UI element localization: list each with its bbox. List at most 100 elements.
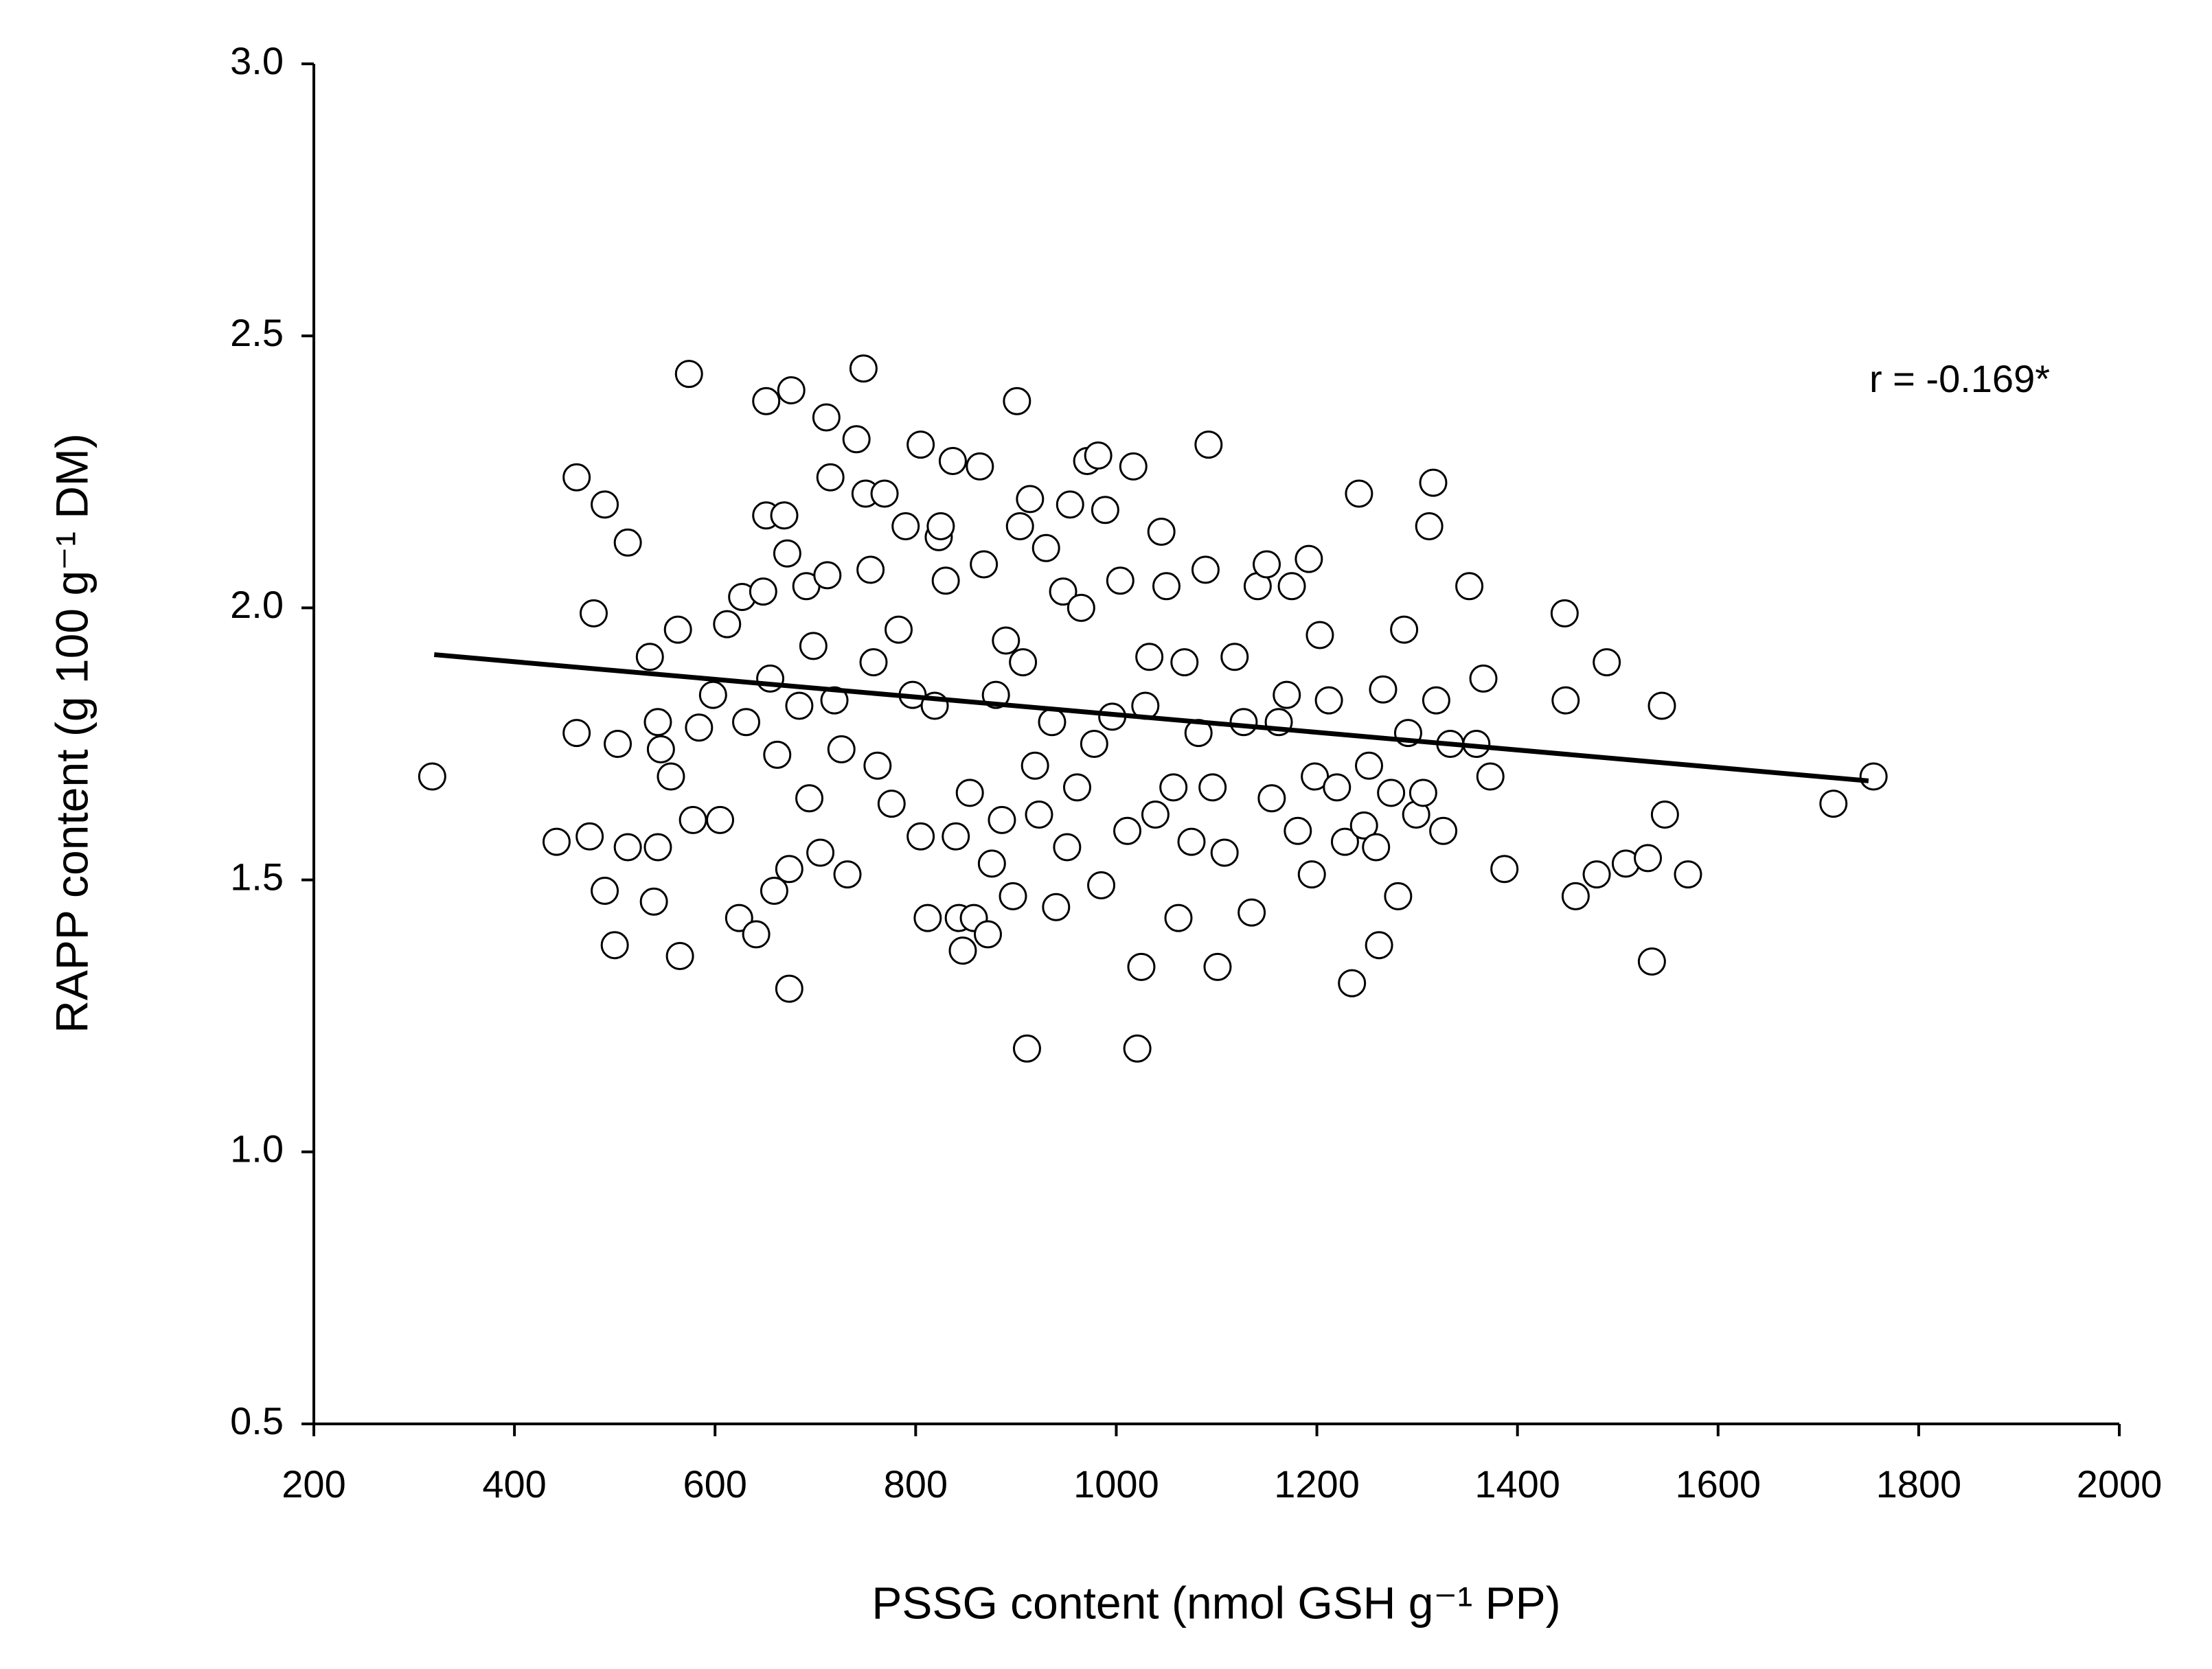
point (1159, 773, 1188, 802)
point (604, 730, 632, 758)
point (775, 855, 803, 884)
x-axis-label: PSSG content (nmol GSH g⁻¹ PP) (871, 1577, 1560, 1628)
point (639, 887, 668, 916)
y-axis-label: RAPP content (g 100 g⁻¹ DM) (46, 433, 97, 1033)
point (1210, 838, 1239, 867)
point (1016, 485, 1045, 514)
x-tick-label: 200 (282, 1462, 345, 1506)
point (785, 691, 814, 720)
point (1647, 691, 1676, 720)
point (698, 680, 727, 709)
point (863, 751, 892, 780)
point (1551, 686, 1580, 715)
y-tick-label: 2.0 (230, 583, 284, 626)
point (833, 860, 862, 889)
point (731, 708, 760, 737)
point (1490, 855, 1519, 884)
point (1674, 860, 1702, 889)
point (685, 713, 714, 742)
point (1349, 811, 1378, 840)
point (1012, 1034, 1041, 1063)
point (942, 822, 970, 851)
point (913, 903, 942, 932)
point (1164, 903, 1193, 932)
point (806, 838, 835, 867)
point (1191, 555, 1220, 584)
point (948, 936, 977, 965)
point (1053, 833, 1082, 862)
point (749, 577, 777, 606)
point (1106, 566, 1134, 595)
point (827, 735, 856, 763)
x-tick-label: 600 (683, 1462, 747, 1506)
point (756, 664, 785, 693)
point (1042, 893, 1071, 921)
point (706, 805, 735, 834)
point (1422, 686, 1450, 715)
point (1025, 801, 1053, 829)
point (842, 425, 871, 454)
point (1031, 533, 1060, 562)
point (1277, 572, 1306, 601)
point (816, 463, 845, 492)
point (760, 876, 788, 905)
x-tick-label: 1400 (1474, 1462, 1560, 1506)
point (1314, 686, 1343, 715)
point (657, 762, 685, 791)
point (966, 452, 994, 481)
point (643, 708, 672, 737)
point (1284, 816, 1312, 845)
point (1087, 871, 1116, 900)
point (1067, 593, 1095, 622)
point (1297, 860, 1326, 889)
point (1238, 898, 1266, 927)
point (813, 561, 842, 590)
x-tick-label: 800 (884, 1462, 948, 1506)
point (1152, 572, 1181, 601)
point (1377, 779, 1406, 807)
point (1323, 773, 1352, 802)
point (885, 615, 913, 644)
point (1119, 452, 1148, 481)
point (1419, 468, 1448, 497)
point (1476, 762, 1505, 791)
point (591, 490, 619, 519)
point (679, 805, 707, 834)
point (1650, 801, 1679, 829)
point (988, 805, 1016, 834)
point (1084, 441, 1113, 470)
point (859, 648, 888, 677)
point (1561, 882, 1590, 910)
point (773, 539, 801, 568)
x-tick-label: 1000 (1073, 1462, 1159, 1506)
point (1062, 773, 1091, 802)
point (1127, 952, 1156, 981)
point (1330, 827, 1359, 856)
point (1429, 816, 1458, 845)
point (674, 360, 703, 389)
point (1220, 643, 1249, 671)
point (1634, 844, 1663, 873)
x-tick-label: 1200 (1274, 1462, 1360, 1506)
point (1170, 648, 1199, 677)
point (1345, 479, 1373, 508)
point (1409, 779, 1437, 807)
point (663, 615, 692, 644)
x-tick-label: 400 (482, 1462, 546, 1506)
point (1005, 512, 1034, 541)
point (777, 376, 806, 404)
point (591, 876, 619, 905)
point (795, 784, 824, 813)
point (1305, 621, 1334, 649)
point (1415, 512, 1444, 541)
point (1113, 816, 1142, 845)
point (1301, 762, 1330, 791)
point (931, 566, 960, 595)
point (1257, 784, 1286, 813)
point (1049, 577, 1078, 606)
point (1009, 648, 1038, 677)
point (742, 920, 771, 949)
x-tick-label: 2000 (2077, 1462, 2163, 1506)
point (725, 903, 753, 932)
